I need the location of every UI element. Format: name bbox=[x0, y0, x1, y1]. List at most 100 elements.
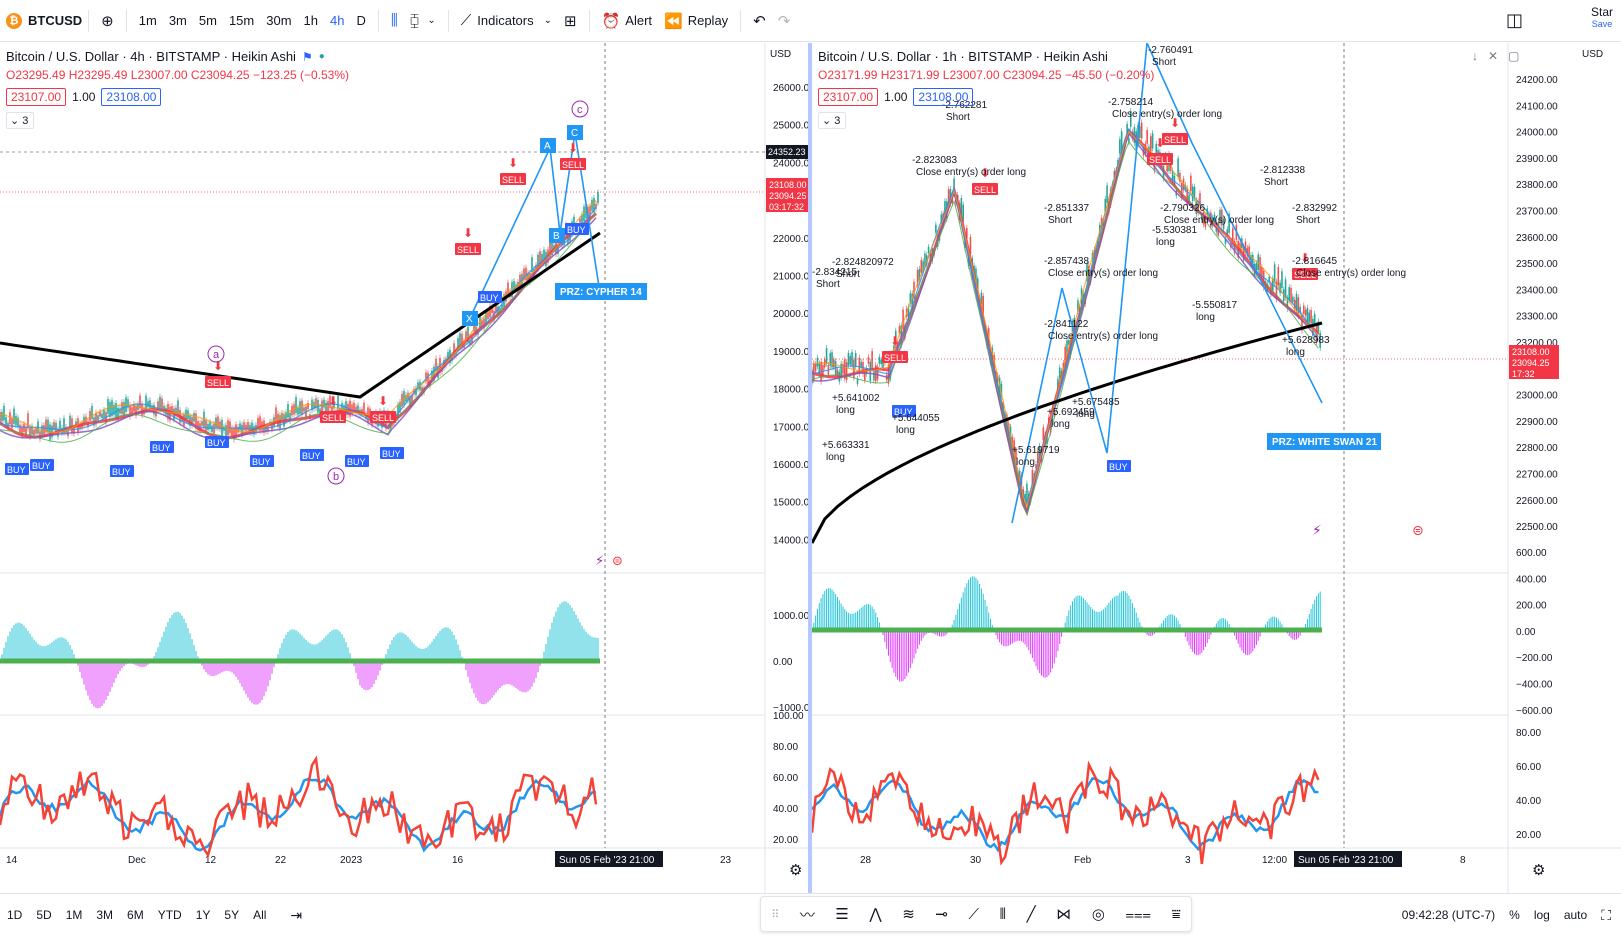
fib-retracement-icon[interactable]: ☰ bbox=[835, 906, 849, 923]
indicator-toggle[interactable]: ⌄ 3 bbox=[818, 112, 846, 129]
candle-body bbox=[191, 416, 193, 426]
compare-add-button[interactable]: ⊕ bbox=[95, 6, 120, 36]
strategy-annotation-label: Close entry(s) order long bbox=[1048, 331, 1158, 342]
fib-time-zone-icon[interactable]: ⩸ bbox=[1171, 905, 1181, 923]
interval-d[interactable]: D bbox=[356, 13, 366, 28]
candle-body bbox=[285, 412, 287, 421]
settings-gear-icon[interactable]: ⚙ bbox=[1532, 862, 1545, 879]
arrow-down-icon[interactable]: ↓ bbox=[1472, 49, 1478, 63]
pane-divider[interactable] bbox=[808, 43, 812, 893]
chart-type-button[interactable]: ⧮ ⌄ bbox=[404, 6, 442, 36]
candle-body bbox=[139, 395, 141, 409]
interval-3m[interactable]: 3m bbox=[168, 13, 187, 28]
candle-body bbox=[922, 261, 924, 273]
time-tick-label: 8 bbox=[1460, 855, 1466, 866]
candle-body bbox=[589, 205, 591, 219]
buy-signal-label: BUY bbox=[302, 451, 321, 461]
time-cursor-label: Sun 05 Feb '23 21:00 bbox=[559, 855, 655, 866]
maximize-icon[interactable]: ▢ bbox=[1508, 49, 1520, 63]
candle-body bbox=[489, 305, 491, 318]
range-1d[interactable]: 1D bbox=[7, 908, 23, 922]
alert-button[interactable]: ⏰ Alert bbox=[596, 6, 658, 36]
range-3m[interactable]: 3M bbox=[96, 908, 114, 922]
range-1m[interactable]: 1M bbox=[65, 908, 83, 922]
candle-body bbox=[453, 343, 455, 357]
indicators-button[interactable]: ⟋ Indicators ⌄ bbox=[455, 6, 558, 36]
auto-toggle[interactable]: auto bbox=[1563, 908, 1588, 922]
us-flag-event-icon[interactable]: ⊜ bbox=[612, 553, 623, 568]
range-ytd[interactable]: YTD bbox=[157, 908, 182, 922]
undo-button[interactable]: ↶ bbox=[747, 6, 772, 36]
percent-toggle[interactable]: % bbox=[1509, 908, 1520, 922]
us-flag-event-icon[interactable]: ⊜ bbox=[1412, 522, 1424, 538]
elliott-wave-icon[interactable]: 〰 bbox=[799, 906, 815, 924]
interval-15m[interactable]: 15m bbox=[228, 13, 255, 28]
bar-style-button[interactable]: ⫼ bbox=[385, 6, 404, 36]
log-toggle[interactable]: log bbox=[1533, 908, 1550, 922]
star-save-button[interactable]: Star Save bbox=[1591, 6, 1613, 30]
time-tick-label: 23 bbox=[720, 855, 732, 866]
candle-body bbox=[1120, 131, 1123, 152]
templates-button[interactable]: ⊞ bbox=[558, 6, 583, 36]
layout-button[interactable]: ◫ bbox=[1500, 6, 1529, 36]
right-chart-pane[interactable]: Bitcoin / U.S. Dollar · 1h · BITSTAMP · … bbox=[812, 43, 1621, 893]
candle-body bbox=[1139, 126, 1141, 138]
trend-line-icon[interactable]: ╱ bbox=[1026, 906, 1036, 923]
replay-button[interactable]: ⏪ Replay bbox=[658, 6, 734, 36]
left-chart-pane[interactable]: Bitcoin / U.S. Dollar · 4h · BITSTAMP · … bbox=[0, 43, 808, 893]
range-5y[interactable]: 5Y bbox=[224, 908, 240, 922]
abcd-pattern-icon[interactable]: ⋀ bbox=[869, 906, 882, 923]
go-to-date-icon[interactable]: ⇥ bbox=[290, 906, 303, 923]
event-icon[interactable]: ⚡ bbox=[595, 553, 604, 568]
event-icon[interactable]: ⚡ bbox=[1312, 522, 1322, 538]
settings-gear-icon[interactable]: ⚙ bbox=[789, 862, 802, 879]
interval-30m[interactable]: 30m bbox=[266, 13, 292, 28]
sell-arrow-icon: ⬇ bbox=[508, 156, 518, 170]
candle-body bbox=[527, 272, 529, 283]
sell-price-button[interactable]: 23107.00 bbox=[818, 88, 879, 106]
candle-body bbox=[856, 378, 859, 384]
range-all[interactable]: All bbox=[253, 908, 267, 922]
drag-handle-icon[interactable]: ⠿ bbox=[771, 908, 780, 921]
spread-value: 1.00 bbox=[72, 90, 96, 104]
fib-spiral-icon[interactable]: ◎ bbox=[1091, 906, 1105, 923]
fullscreen-icon[interactable]: ⛶ bbox=[1601, 906, 1611, 923]
horizontal-line-icon[interactable]: ⊸ bbox=[935, 906, 948, 923]
range-6m[interactable]: 6M bbox=[127, 908, 144, 922]
bars-pattern-icon[interactable]: ⦀ bbox=[999, 905, 1007, 923]
close-icon[interactable]: ✕ bbox=[1488, 49, 1499, 63]
rsi-signal-line bbox=[812, 760, 1320, 866]
pattern-point-label: B bbox=[553, 231, 560, 242]
fib-extension-icon[interactable]: ⩶ bbox=[1125, 905, 1152, 923]
interval-1m[interactable]: 1m bbox=[138, 13, 157, 28]
right-ohlc: O23171.99 H23171.99 L23007.00 C23094.25 … bbox=[818, 68, 1154, 82]
clock-label[interactable]: 09:42:28 (UTC-7) bbox=[1401, 908, 1496, 922]
redo-button[interactable]: ↷ bbox=[772, 6, 797, 36]
range-1y[interactable]: 1Y bbox=[195, 908, 211, 922]
buy-signal-label: BUY bbox=[382, 449, 401, 459]
buy-price-button[interactable]: 23108.00 bbox=[913, 88, 974, 106]
indicator-toggle[interactable]: ⌄ 3 bbox=[6, 112, 34, 129]
sell-price-button[interactable]: 23107.00 bbox=[6, 88, 67, 106]
candle-body bbox=[409, 395, 411, 407]
xabcd-pattern-icon[interactable]: ⋈ bbox=[1056, 906, 1072, 923]
strategy-annotation-label: Close entry(s) order long bbox=[916, 167, 1026, 178]
range-5d[interactable]: 5D bbox=[36, 908, 52, 922]
pattern-point-label: C bbox=[571, 128, 578, 139]
candle-body bbox=[351, 404, 353, 414]
symbol-search[interactable]: ₿ BTCUSD bbox=[0, 12, 82, 29]
interval-4h[interactable]: 4h bbox=[330, 13, 345, 28]
price-tick-label: 24000.00 bbox=[773, 158, 808, 169]
candle-body bbox=[813, 363, 815, 381]
currency-label[interactable]: USD bbox=[770, 49, 791, 60]
interval-5m[interactable]: 5m bbox=[198, 13, 217, 28]
trend-angle-icon[interactable]: ⟋ bbox=[968, 905, 979, 923]
right-chart-canvas[interactable]: USD 24200.00 24100.00 24000.00 23900.00 2380… bbox=[812, 43, 1621, 893]
left-chart-canvas[interactable]: USD 26000.0025000.0024000.0023000.002200… bbox=[0, 43, 808, 893]
buy-price-button[interactable]: 23108.00 bbox=[101, 88, 162, 106]
right-chart-title: Bitcoin / U.S. Dollar · 1h · BITSTAMP · … bbox=[818, 49, 1108, 64]
fib-channel-icon[interactable]: ≋ bbox=[902, 906, 915, 923]
currency-label[interactable]: USD bbox=[1582, 49, 1603, 60]
candle-body bbox=[231, 427, 233, 437]
interval-1h[interactable]: 1h bbox=[303, 13, 318, 28]
